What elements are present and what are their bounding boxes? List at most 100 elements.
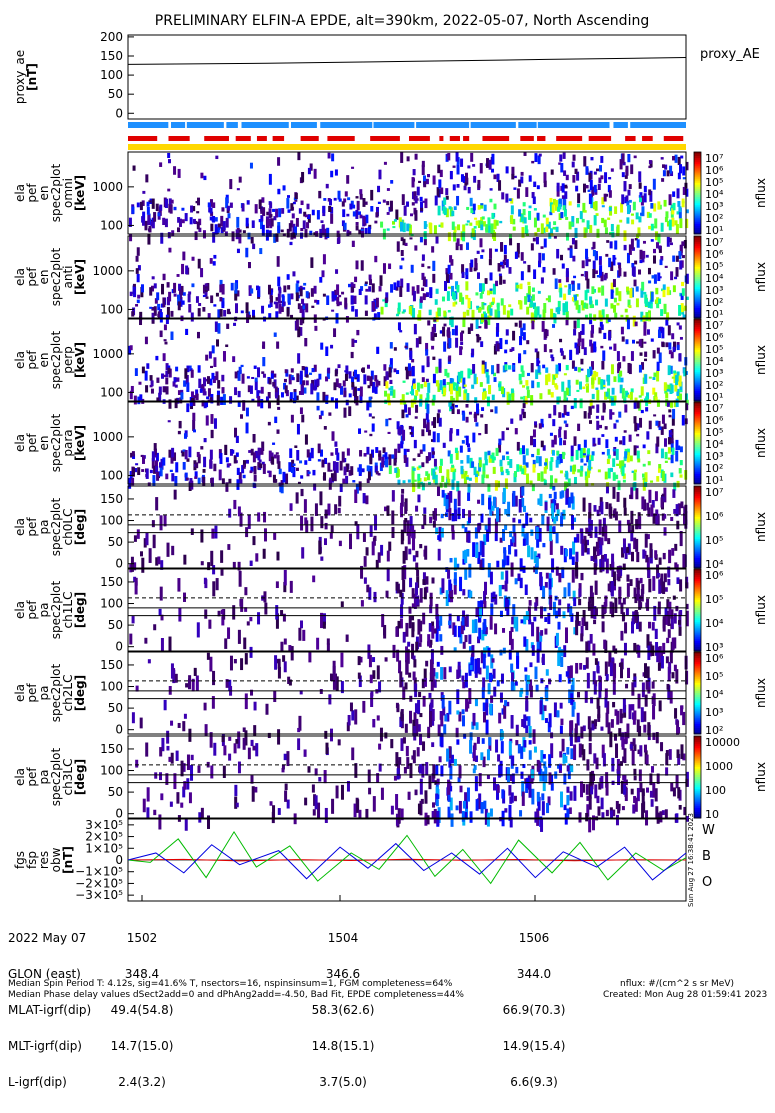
pitch-pixel [498, 713, 501, 724]
colorbar-tick: 10⁶ [705, 569, 724, 582]
spectrogram-pixel [440, 222, 443, 227]
spectrogram-pixel [480, 341, 483, 347]
spectrogram-pixel [415, 390, 418, 396]
pitch-pixel [234, 743, 237, 753]
colorbar-tick: 10³ [705, 706, 723, 719]
pitch-pixel [490, 696, 493, 703]
spectrogram-pixel [533, 464, 536, 472]
spectrogram-pixel [647, 450, 650, 454]
spectrogram-pixel [168, 248, 171, 253]
pitch-pixel [625, 684, 628, 689]
colorbar-label: nflux [754, 345, 768, 375]
pitch-pixel [197, 622, 200, 637]
pitch-pixel [413, 726, 416, 740]
pitch-pixel [474, 765, 477, 770]
pitch-pixel [254, 702, 257, 711]
pitch-pixel [608, 722, 611, 734]
pitch-pixel [529, 662, 532, 667]
spectrogram-pixel [278, 294, 281, 304]
spectrogram-pixel [300, 475, 303, 478]
pitch-pixel [486, 530, 489, 542]
pitch-pixel [482, 542, 485, 558]
pitch-pixel [528, 620, 531, 625]
spectrogram-pixel [578, 444, 581, 450]
spectrogram-pixel [191, 312, 194, 321]
pitch-pixel [620, 631, 623, 641]
pitch-pixel [222, 736, 225, 742]
spectrogram-pixel [226, 324, 229, 329]
spectrogram-pixel [420, 237, 423, 242]
spectrogram-pixel [337, 238, 340, 244]
spectrogram-pixel [491, 223, 494, 234]
spectrogram-pixel [569, 201, 572, 205]
spectrogram-pixel [356, 260, 359, 269]
spectrogram-pixel [572, 162, 575, 168]
spectrogram-pixel [653, 373, 656, 377]
spectrogram-pixel [162, 297, 165, 307]
spectrogram-pixel [658, 299, 661, 304]
pitch-pixel [524, 667, 527, 671]
spectrogram-pixel [550, 457, 553, 462]
spectrogram-pixel [355, 309, 358, 317]
spectrogram-pixel [605, 299, 608, 307]
pitch-pixel [490, 674, 493, 680]
spectrogram-pixel [426, 404, 429, 414]
spectrogram-pixel [511, 347, 514, 351]
pitch-pixel [386, 506, 389, 516]
spectrogram-pixel [180, 392, 183, 399]
spectrogram-pixel [520, 284, 523, 290]
spectrogram-pixel [538, 253, 541, 264]
spectrogram-pixel [587, 448, 590, 454]
spectrogram-pixel [471, 461, 474, 467]
pitch-pixel [475, 619, 478, 633]
spectrogram-pixel [215, 224, 218, 235]
spectrogram-pixel [245, 248, 248, 258]
spectrogram-pixel [601, 416, 604, 421]
pitch-pixel [433, 521, 436, 528]
spectrogram-pixel [621, 460, 624, 466]
pitch-pixel [235, 739, 238, 744]
spectrogram-pixel [679, 353, 682, 361]
pitch-pixel [469, 591, 472, 599]
spectrogram-pixel [442, 327, 445, 337]
pitch-pixel [581, 618, 584, 626]
pitch-pixel [248, 514, 251, 529]
spectrogram-pixel [304, 338, 307, 346]
spectrogram-pixel [571, 222, 574, 226]
pitch-pixel [627, 668, 630, 678]
pitch-pixel [166, 731, 169, 744]
pitch-pixel [475, 544, 478, 558]
pitch-pixel [439, 616, 442, 626]
spectrogram-pixel [667, 170, 670, 176]
pitch-pixel [394, 776, 397, 781]
spectrogram-pixel [601, 434, 604, 437]
spectrogram-pixel [672, 377, 675, 379]
spectrogram-pixel [269, 202, 272, 208]
spectrogram-pixel [405, 243, 408, 246]
spectrogram-pixel [669, 415, 672, 418]
pitch-pixel [633, 719, 636, 725]
spectrogram-pixel [536, 351, 539, 359]
spectrogram-pixel [400, 152, 403, 163]
spectrogram-pixel [145, 174, 148, 182]
pitch-pixel [527, 716, 530, 726]
spectrogram-pixel [662, 164, 665, 168]
spectrogram-pixel [543, 215, 546, 218]
spectrogram-pixel [456, 429, 459, 436]
spectrogram-pixel [460, 466, 463, 474]
pitch-pixel [555, 611, 558, 619]
spectrogram-pixel [167, 282, 170, 287]
spectrogram-pixel [504, 245, 507, 254]
spectrogram-pixel [432, 357, 435, 360]
spectrogram-pixel [501, 386, 504, 394]
pitch-pixel [327, 643, 330, 651]
spectrogram-pixel [622, 172, 625, 177]
spectrogram-pixel [559, 454, 562, 458]
spectrogram-pixel [415, 196, 418, 203]
pitch-pixel [327, 638, 330, 644]
spectrogram-pixel [509, 238, 512, 245]
pitch-pixel [232, 605, 235, 619]
spectrogram-pixel [667, 389, 670, 392]
spectrogram-pixel [283, 301, 286, 305]
spectrogram-pixel [399, 265, 402, 269]
